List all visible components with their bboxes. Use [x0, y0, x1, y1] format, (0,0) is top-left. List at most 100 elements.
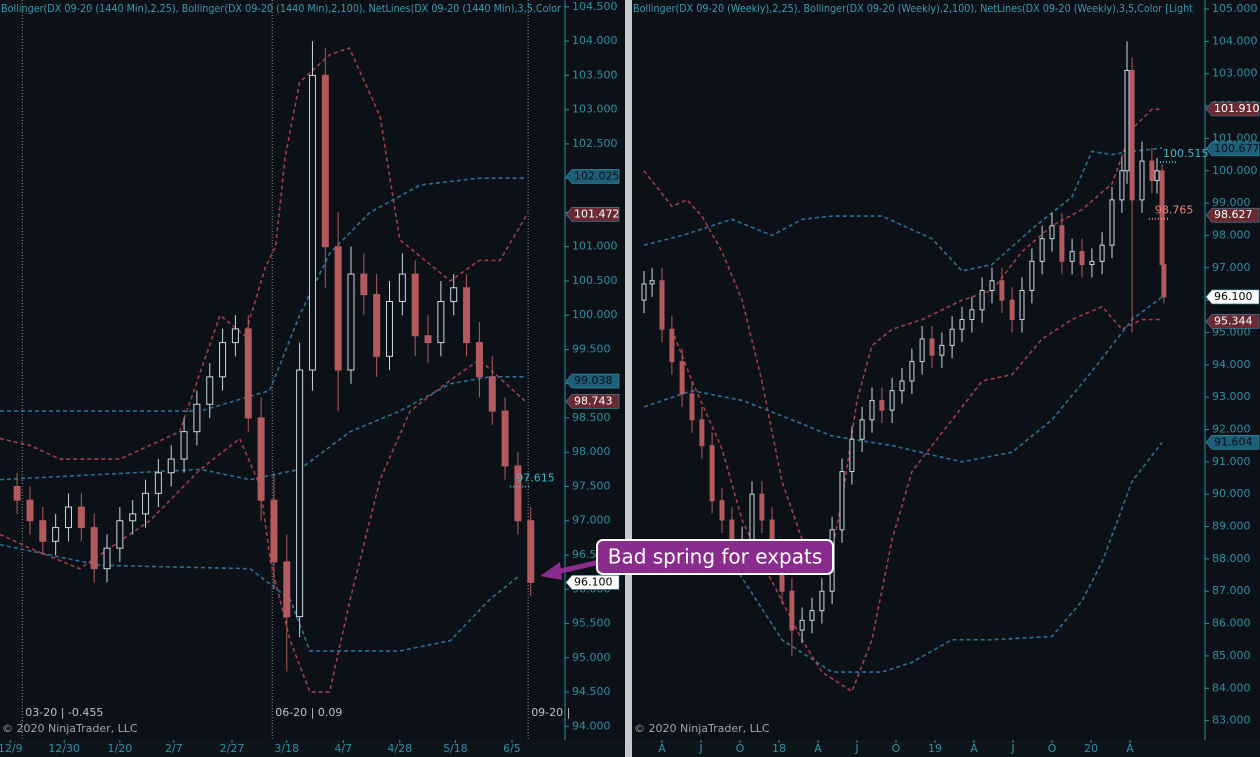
- callout-text: Bad spring for expats: [608, 545, 823, 569]
- candle-body: [386, 300, 394, 357]
- candle-body: [649, 280, 655, 285]
- candle-body: [1161, 264, 1167, 298]
- price-tag: [565, 207, 620, 222]
- callout-box: [596, 539, 834, 575]
- y-tick-label: 99.500: [572, 342, 611, 355]
- candle-body: [103, 547, 111, 570]
- x-tick-label: O: [1048, 742, 1057, 755]
- candle-body: [1149, 160, 1155, 181]
- candle-body: [1124, 70, 1130, 172]
- price-tag-label: 98.627: [1214, 208, 1253, 221]
- chart-panel: 03-20 | -0.455 06-20 | 0.09 09-20 |94.000 9…: [0, 0, 620, 755]
- x-tick-label: A: [658, 742, 666, 755]
- candle-body: [869, 399, 875, 421]
- callout: Bad spring for expats: [540, 539, 834, 580]
- y-tick-label: 104.000: [572, 34, 618, 47]
- candle-body: [809, 610, 815, 621]
- bollinger-band: [643, 147, 1163, 272]
- candle-body: [398, 273, 406, 302]
- candle-body: [180, 431, 188, 460]
- bollinger-band: [0, 358, 526, 693]
- candle-body: [501, 410, 509, 467]
- candle-body: [154, 472, 162, 494]
- price-tag-label: 95.344: [1214, 314, 1253, 327]
- x-tick-label: A: [970, 742, 978, 755]
- candle-body: [270, 499, 278, 563]
- bollinger-band: [0, 376, 525, 481]
- price-tag-label: 99.038: [574, 374, 613, 387]
- candle-body: [52, 527, 60, 542]
- y-tick-label: 91.000: [1212, 455, 1251, 468]
- price-tag-label: 101.910: [1214, 102, 1260, 115]
- y-tick-label: 98.000: [1212, 228, 1251, 241]
- y-tick-label: 85.000: [1212, 649, 1251, 662]
- candle-body: [1129, 70, 1135, 201]
- bollinger-band: [643, 108, 1163, 564]
- candle-body: [514, 465, 522, 522]
- x-tick-label: 1/20: [107, 742, 132, 755]
- y-tick-label: 92.000: [1212, 423, 1251, 436]
- candle-body: [849, 438, 855, 473]
- price-tag: [1205, 101, 1260, 117]
- candle-body: [1049, 225, 1055, 240]
- candle-body: [437, 300, 445, 344]
- x-tick-label: 19: [928, 742, 942, 755]
- candle-body: [909, 361, 915, 382]
- x-tick-label: O: [892, 742, 901, 755]
- y-tick-label: 90.000: [1212, 487, 1251, 500]
- candle-body: [919, 338, 925, 363]
- rollover-label: 06-20 | 0.09: [275, 706, 342, 719]
- y-tick-label: 95.500: [572, 617, 611, 630]
- candle-body: [859, 419, 865, 440]
- y-tick-label: 93.000: [1212, 390, 1251, 403]
- candle-body: [206, 376, 214, 405]
- callout-arrow-head: [540, 562, 562, 580]
- y-tick-label: 94.500: [572, 685, 611, 698]
- candle-body: [360, 273, 368, 296]
- y-tick-label: 94.000: [572, 719, 611, 732]
- price-tag: [1205, 435, 1260, 450]
- candle-body: [527, 520, 535, 583]
- candle-body: [308, 74, 316, 371]
- price-tag: [565, 394, 620, 409]
- y-tick-label: 88.000: [1212, 552, 1251, 565]
- candle-body: [424, 335, 432, 344]
- candle-body: [334, 246, 342, 371]
- candle-body: [321, 74, 329, 248]
- rollover-label: 09-20 |: [531, 706, 570, 719]
- candle-body: [129, 513, 137, 522]
- price-tag: [565, 575, 620, 590]
- y-tick-label: 100.500: [572, 274, 618, 287]
- candle-body: [77, 506, 85, 529]
- x-tick-label: O: [736, 742, 745, 755]
- candle-body: [1009, 299, 1015, 321]
- candle-body: [669, 328, 675, 363]
- candle-body: [929, 338, 935, 356]
- x-tick-label: A: [814, 742, 822, 755]
- candle-body: [899, 380, 905, 392]
- y-tick-label: 94.000: [1212, 358, 1251, 371]
- indicator-header: Bollinger(DX 09-20 (Weekly),2,25), Bolli…: [633, 3, 1193, 15]
- candle-body: [1089, 260, 1095, 266]
- price-tag: [1205, 141, 1260, 157]
- candle-body: [347, 273, 355, 371]
- x-tick-label: 12/9: [0, 742, 23, 755]
- bollinger-band: [731, 441, 1163, 673]
- price-tag-label: 96.100: [574, 575, 613, 588]
- candle-body: [488, 376, 496, 412]
- x-tick-label: 4/28: [387, 742, 412, 755]
- candle-body: [689, 393, 695, 421]
- candle-body: [709, 445, 715, 502]
- candle-body: [296, 369, 304, 618]
- y-tick-label: 103.000: [572, 103, 618, 116]
- x-tick-label: 2/7: [165, 742, 183, 755]
- candle-body: [64, 506, 72, 529]
- candle-body: [13, 485, 21, 501]
- candle-body: [193, 403, 201, 433]
- bollinger-band: [0, 543, 521, 652]
- candle-body: [142, 492, 150, 515]
- candle-body: [90, 527, 98, 570]
- candle-body: [26, 499, 34, 522]
- candle-body: [889, 390, 895, 411]
